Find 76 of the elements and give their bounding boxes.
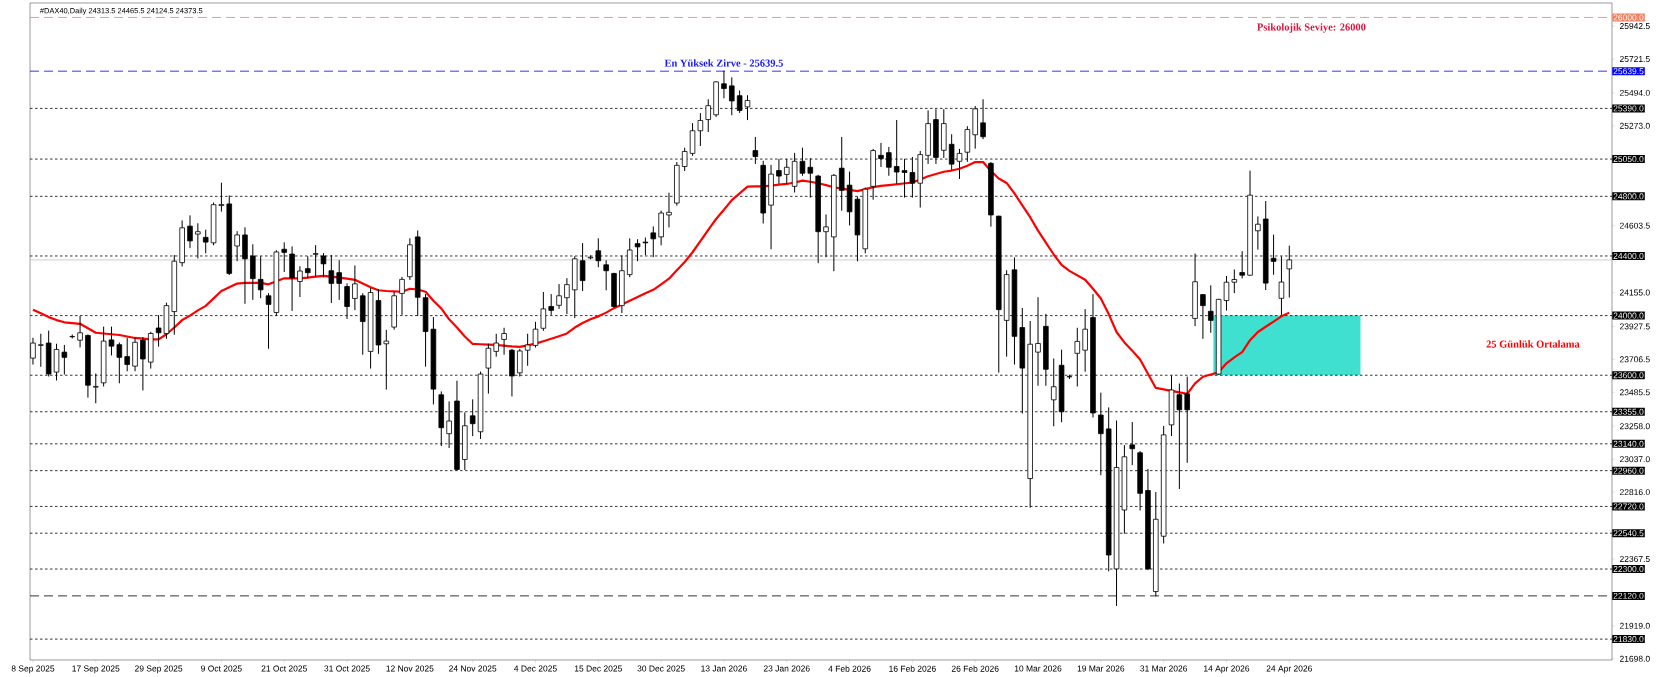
candlestick bbox=[501, 327, 507, 355]
y-tick-label: 23706.5 bbox=[1619, 356, 1650, 363]
candlestick bbox=[38, 333, 44, 367]
x-tick-label: 10 Mar 2026 bbox=[1014, 665, 1062, 672]
y-tick-label: 21698.0 bbox=[1619, 655, 1650, 662]
x-tick-label: 8 Sep 2025 bbox=[11, 665, 55, 674]
y-tick-label: 22367.5 bbox=[1619, 555, 1650, 562]
ref-line-label: 22120.0 bbox=[1613, 592, 1644, 599]
annotation: En Yüksek Zirve - 25639.5 bbox=[664, 59, 783, 67]
candlestick bbox=[532, 321, 539, 348]
ref-line-label: 22960.0 bbox=[1613, 467, 1644, 474]
ref-line-label: 25639.5 bbox=[1613, 68, 1644, 75]
ref-line-label: 23355.0 bbox=[1613, 408, 1644, 415]
y-tick-label: 25721.5 bbox=[1619, 55, 1650, 62]
y-tick-label: 21919.0 bbox=[1619, 622, 1650, 629]
candlestick bbox=[524, 333, 531, 366]
y-tick-label: 24155.0 bbox=[1619, 289, 1650, 296]
candlestick bbox=[1255, 216, 1261, 250]
ref-line-label: 25390.0 bbox=[1613, 105, 1644, 112]
text: 25 Günlük Ortalama bbox=[1486, 340, 1580, 348]
ref-line-label: 22720.0 bbox=[1613, 503, 1644, 510]
candlestick bbox=[658, 210, 664, 246]
candlestick bbox=[689, 123, 696, 156]
y-tick-label: 25942.5 bbox=[1619, 23, 1650, 30]
candlestick bbox=[297, 266, 303, 298]
y-tick-label: 23258.0 bbox=[1619, 423, 1650, 430]
ref-line-label: 26000.0 bbox=[1613, 14, 1644, 21]
x-tick-label: 15 Dec 2025 bbox=[574, 665, 622, 672]
x-tick-label: 17 Sep 2025 bbox=[72, 665, 120, 674]
x-tick-label: 12 Nov 2025 bbox=[386, 665, 434, 672]
candlestick bbox=[1231, 269, 1238, 294]
candlestick bbox=[336, 260, 342, 300]
x-tick-label: 9 Oct 2025 bbox=[201, 665, 242, 672]
annotation: Psikolojik Seviye: 26000 bbox=[1257, 23, 1366, 33]
x-tick-label: 19 Mar 2026 bbox=[1077, 665, 1125, 672]
candlestick bbox=[721, 70, 727, 99]
candlestick bbox=[697, 113, 704, 146]
x-tick-label: 4 Feb 2026 bbox=[828, 665, 871, 672]
ref-line-label: 24400.0 bbox=[1613, 252, 1644, 259]
ref-line-label: 23140.0 bbox=[1613, 440, 1644, 447]
x-tick-label: 30 Dec 2025 bbox=[637, 665, 685, 672]
ref-line-label: 22540.5 bbox=[1613, 530, 1644, 537]
ref-line-label: 22300.0 bbox=[1613, 566, 1644, 573]
candlestick bbox=[202, 229, 209, 254]
y-tick-label: 23037.0 bbox=[1619, 456, 1650, 463]
ref-line-label: 23600.0 bbox=[1613, 372, 1644, 379]
x-tick-label: 24 Apr 2026 bbox=[1266, 665, 1312, 674]
ref-line-label: 24000.0 bbox=[1613, 312, 1644, 319]
candlestick bbox=[556, 284, 562, 309]
x-tick-label: 26 Feb 2026 bbox=[951, 665, 999, 672]
ref-line-label: 25050.0 bbox=[1613, 156, 1644, 163]
ref-line-label: 24800.0 bbox=[1613, 193, 1644, 200]
x-tick-label: 31 Mar 2026 bbox=[1140, 665, 1188, 672]
y-tick-label: 24603.5 bbox=[1619, 222, 1650, 229]
y-tick-label: 23927.5 bbox=[1619, 323, 1650, 330]
x-tick-label: 29 Sep 2025 bbox=[135, 665, 183, 674]
x-tick-label: 13 Jan 2026 bbox=[701, 665, 747, 672]
x-tick-label: 21 Oct 2025 bbox=[261, 665, 307, 672]
x-tick-label: 23 Jan 2026 bbox=[763, 665, 810, 672]
x-tick-label: 24 Nov 2025 bbox=[449, 665, 497, 672]
y-tick-label: 22816.0 bbox=[1619, 489, 1650, 496]
candlestick bbox=[132, 337, 138, 372]
y-tick-label: 25273.0 bbox=[1619, 122, 1650, 129]
candlestick bbox=[69, 334, 75, 339]
x-tick-label: 31 Oct 2025 bbox=[324, 665, 370, 672]
y-tick-label: 25494.0 bbox=[1619, 89, 1650, 96]
candlestick bbox=[493, 333, 499, 357]
x-tick-label: 14 Apr 2026 bbox=[1204, 665, 1250, 674]
ref-line-label: 21830.0 bbox=[1613, 636, 1644, 643]
candlestick bbox=[603, 260, 609, 291]
x-tick-label: 4 Dec 2025 bbox=[514, 665, 557, 672]
candlestick bbox=[352, 265, 358, 311]
candlestick bbox=[187, 215, 193, 249]
x-tick-label: 16 Feb 2026 bbox=[889, 665, 936, 672]
y-tick-label: 23485.5 bbox=[1619, 389, 1650, 396]
candlestick bbox=[124, 337, 130, 372]
